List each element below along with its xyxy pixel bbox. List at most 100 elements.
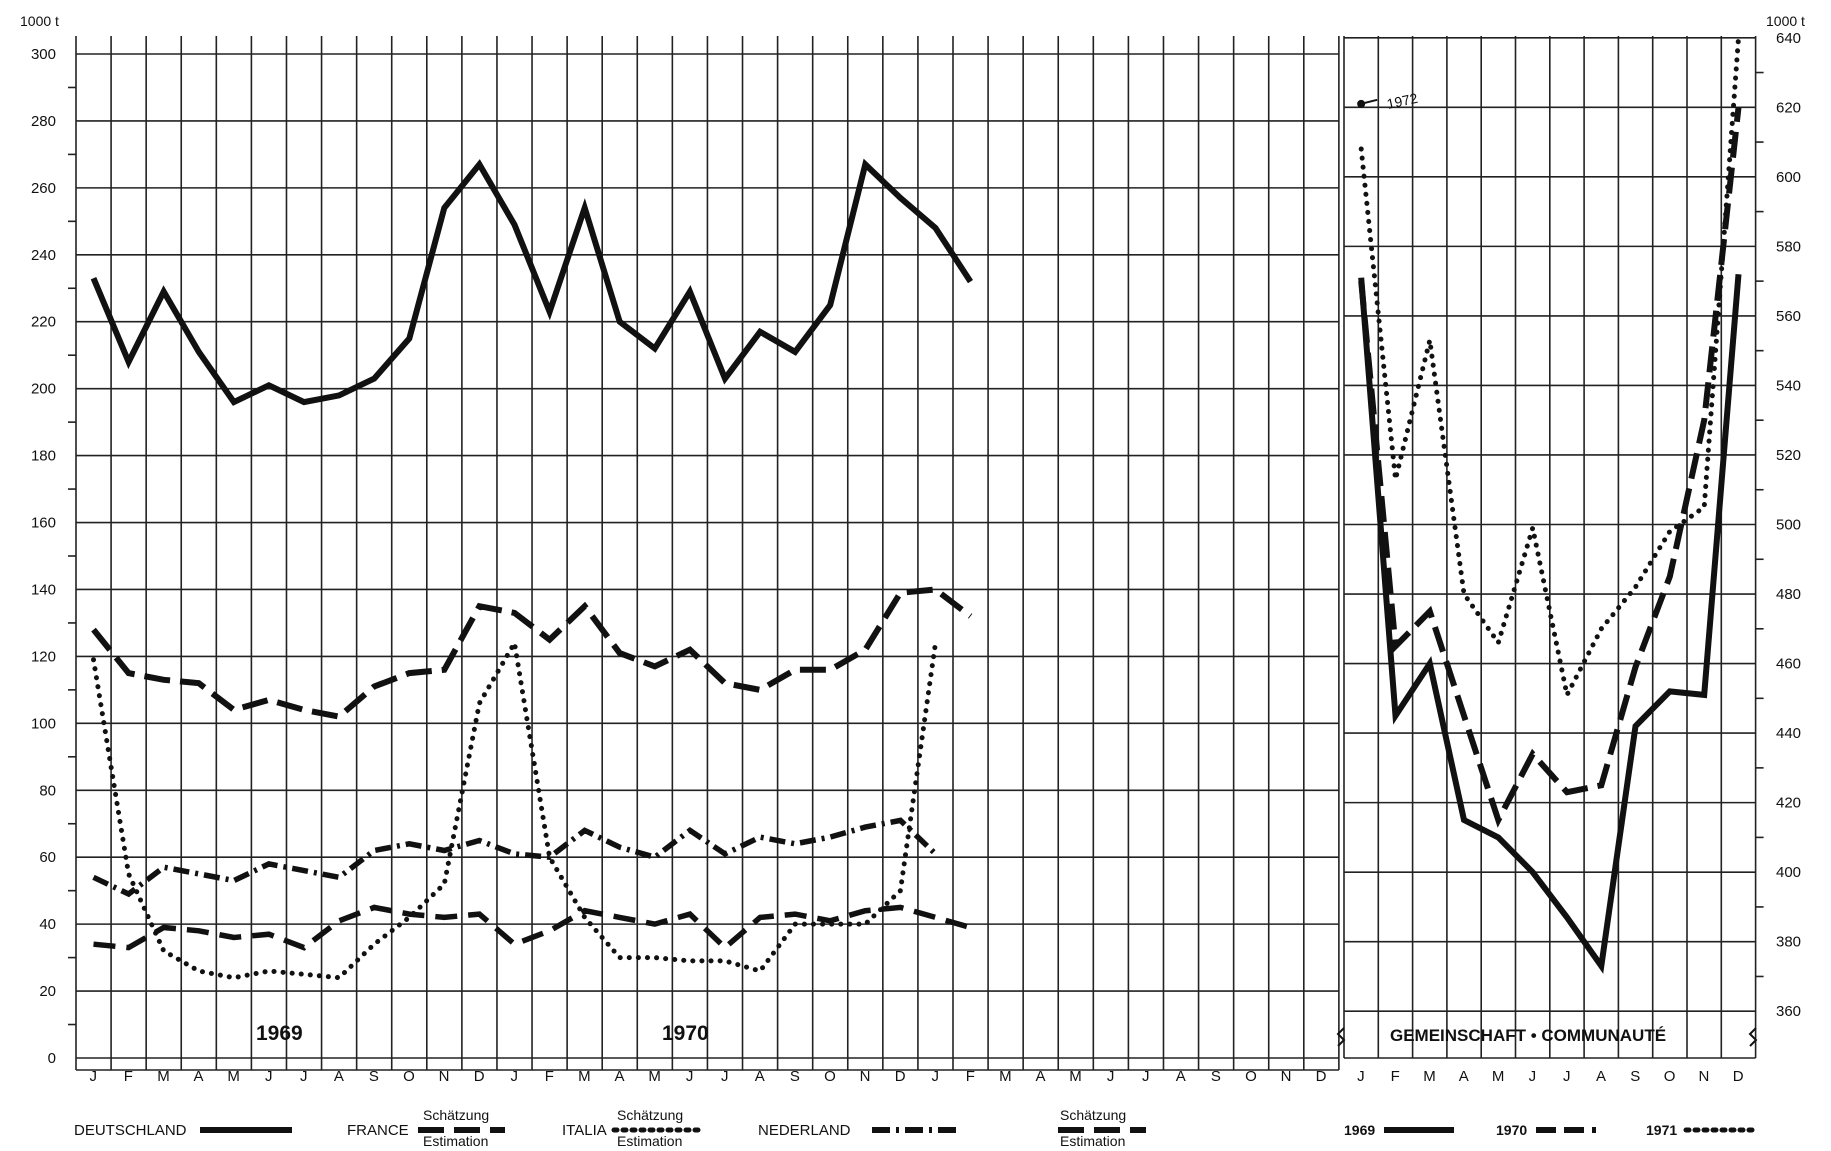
legend-label-france: FRANCE: [347, 1122, 409, 1139]
right-month-label: M: [1423, 1068, 1436, 1085]
left-y-tick-label: 20: [39, 983, 56, 1000]
left-month-label: F: [124, 1068, 134, 1085]
right-series-line-1971: [1358, 35, 1741, 703]
left-month-label: M: [157, 1068, 170, 1085]
legend-label-1970: 1970: [1496, 1122, 1527, 1138]
left-month-label: M: [578, 1068, 591, 1085]
year-label-1969: 1969: [256, 1022, 303, 1045]
left-month-label: J: [721, 1068, 729, 1085]
right-y-tick-label: 560: [1776, 308, 1801, 325]
right-y-tick-label: 640: [1776, 30, 1801, 47]
left-month-label: F: [966, 1068, 976, 1085]
left-y-tick-label: 260: [31, 180, 56, 197]
legend-label-deutschland: DEUTSCHLAND: [74, 1122, 187, 1139]
left-month-label: S: [1211, 1068, 1222, 1085]
left-month-label: A: [194, 1068, 205, 1085]
legend-label-italia: ITALIA: [562, 1122, 607, 1139]
axis-break-mark: [1336, 1027, 1346, 1047]
legend-label-nederland: NEDERLAND: [758, 1122, 851, 1139]
left-chart-panel: 0 20 40 60 80 100 120 140 160 180 200 220 240 260 280 3…: [20, 13, 1340, 1085]
left-month-label: A: [334, 1068, 345, 1085]
right-month-label: S: [1630, 1068, 1641, 1085]
left-grid: [68, 36, 1340, 1071]
left-y-tick-label: 220: [31, 314, 56, 331]
left-month-label: M: [1069, 1068, 1082, 1085]
right-month-label: N: [1698, 1068, 1709, 1085]
left-series-line-unnamed-4: [93, 904, 972, 952]
legend: DEUTSCHLAND FRANCE Schätzung Estimation …: [74, 1107, 1759, 1149]
left-month-label: J: [300, 1068, 308, 1085]
left-month-label: A: [1176, 1068, 1187, 1085]
left-month-label: D: [895, 1068, 906, 1085]
left-month-label: J: [931, 1068, 939, 1085]
right-month-label: A: [1596, 1068, 1607, 1085]
right-y-tick-label: 480: [1776, 586, 1801, 603]
annotation-1972: 1972: [1385, 90, 1419, 112]
left-month-label: N: [439, 1068, 450, 1085]
right-y-unit-label: 1000 t: [1766, 13, 1805, 29]
year-label-1970: 1970: [662, 1022, 709, 1045]
left-month-label: S: [369, 1068, 380, 1085]
left-series-line-france: [91, 586, 973, 720]
left-month-label: O: [403, 1068, 415, 1085]
right-y-tick-label: 620: [1776, 99, 1801, 116]
left-y-tick-label: 40: [39, 916, 56, 933]
left-month-label: A: [614, 1068, 625, 1085]
left-month-label: S: [790, 1068, 801, 1085]
left-month-label: F: [545, 1068, 555, 1085]
left-y-tick-label: 80: [39, 782, 56, 799]
left-month-label: J: [1107, 1068, 1115, 1085]
left-y-tick-label: 140: [31, 581, 56, 598]
legend-france-estimation: Estimation: [423, 1133, 488, 1149]
community-panel-title: GEMEINSCHAFT • COMMUNAUTÉ: [1390, 1026, 1666, 1045]
left-y-tick-label: 240: [31, 247, 56, 264]
left-y-tick-label: 100: [31, 715, 56, 732]
left-month-label: O: [1245, 1068, 1257, 1085]
right-y-tick-label: 400: [1776, 864, 1801, 881]
right-y-tick-label: 420: [1776, 795, 1801, 812]
left-y-tick-label: 180: [31, 448, 56, 465]
left-y-tick-label: 300: [31, 46, 56, 63]
left-y-tick-label: 60: [39, 849, 56, 866]
legend-label-1969: 1969: [1344, 1122, 1375, 1138]
legend-label-1971: 1971: [1646, 1122, 1677, 1138]
left-month-label: M: [648, 1068, 661, 1085]
right-y-tick-label: 360: [1776, 1003, 1801, 1020]
right-y-tick-label: 600: [1776, 169, 1801, 186]
left-month-label: M: [227, 1068, 240, 1085]
legend-france-schaetzung: Schätzung: [423, 1107, 489, 1123]
right-month-label: F: [1391, 1068, 1401, 1085]
right-series-line-1969: [1358, 273, 1742, 974]
legend-italia-schaetzung: Schätzung: [617, 1107, 683, 1123]
left-month-label: J: [90, 1068, 98, 1085]
left-series-line-italia: [91, 635, 938, 981]
right-series-group: [1357, 35, 1742, 974]
left-month-label: J: [1142, 1068, 1150, 1085]
right-chart-panel: 360 380 400 420 440 460 480 500 520 540 560 580 600 6…: [1336, 13, 1805, 1085]
left-month-label: D: [1316, 1068, 1327, 1085]
right-month-label: J: [1529, 1068, 1537, 1085]
right-y-tick-label: 380: [1776, 934, 1801, 951]
left-y-tick-label: 120: [31, 648, 56, 665]
left-month-label: J: [265, 1068, 273, 1085]
left-y-tick-label: 280: [31, 113, 56, 130]
left-month-label: D: [474, 1068, 485, 1085]
right-y-tick-label: 580: [1776, 238, 1801, 255]
left-y-unit-label: 1000 t: [20, 13, 59, 29]
annotation-1972-leader: [1360, 98, 1378, 105]
left-y-tick-label: 160: [31, 515, 56, 532]
left-series-group: [90, 158, 974, 981]
right-y-tick-label: 500: [1776, 517, 1801, 534]
legend-extra-schaetzung: Schätzung: [1060, 1107, 1126, 1123]
right-y-tick-label: 460: [1776, 656, 1801, 673]
right-month-label: O: [1664, 1068, 1676, 1085]
right-series-line-1970: [1358, 106, 1742, 828]
left-month-label: M: [999, 1068, 1012, 1085]
left-month-label: J: [686, 1068, 694, 1085]
right-month-label: A: [1459, 1068, 1470, 1085]
axis-break-mark: [1748, 1027, 1758, 1047]
legend-italia-estimation: Estimation: [617, 1133, 682, 1149]
